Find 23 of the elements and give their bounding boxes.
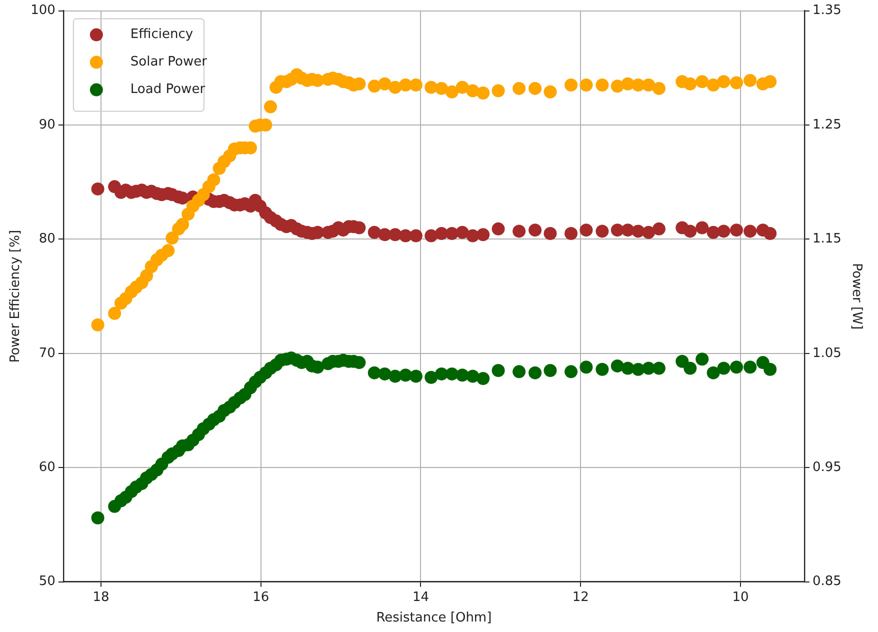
y-tick-label: 100 bbox=[30, 3, 56, 18]
y2-tick-label: 1.25 bbox=[812, 117, 842, 132]
y2-tick-label: 1.15 bbox=[812, 232, 842, 247]
x-tick-label: 16 bbox=[252, 590, 270, 605]
legend-label: Efficiency bbox=[130, 27, 194, 42]
y2-tick-label: 1.05 bbox=[812, 346, 842, 361]
x-tick-label: 10 bbox=[732, 590, 749, 605]
y-tick-label: 50 bbox=[38, 574, 56, 590]
y2-tick-label: 0.95 bbox=[812, 460, 842, 475]
y2-axis-title: Power [W] bbox=[848, 263, 864, 330]
y2-tick-label: 0.85 bbox=[812, 574, 842, 590]
x-axis-title: Resistance [Ohm] bbox=[376, 610, 492, 626]
legend-label: Load Power bbox=[130, 82, 206, 98]
x-tick-label: 12 bbox=[572, 590, 589, 605]
y-tick-label: 60 bbox=[38, 460, 56, 475]
y-tick-label: 90 bbox=[38, 117, 56, 132]
y-tick-label: 70 bbox=[38, 346, 56, 361]
legend-label: Solar Power bbox=[130, 54, 208, 70]
y-axis-title: Power Efficiency [%] bbox=[8, 230, 24, 363]
y-tick-label: 80 bbox=[38, 232, 56, 247]
y2-tick-label: 1.35 bbox=[812, 3, 842, 18]
x-tick-label: 14 bbox=[412, 590, 430, 605]
x-tick-label: 18 bbox=[92, 590, 110, 605]
